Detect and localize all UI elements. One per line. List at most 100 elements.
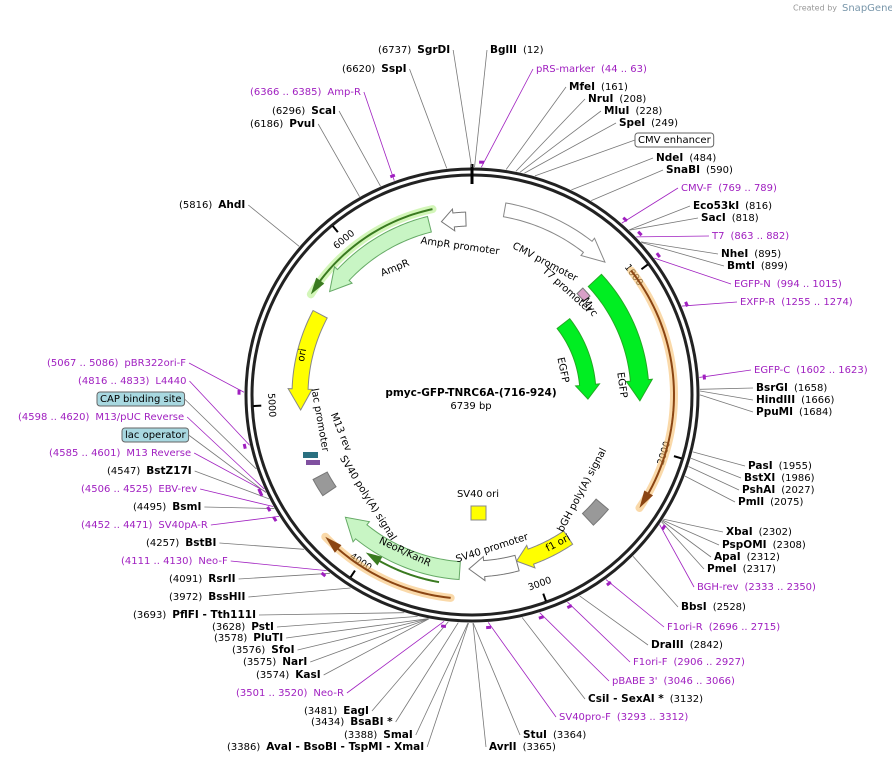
site-label: ApaI (2312): [714, 551, 780, 563]
site-label: (6620) SspI: [342, 63, 407, 75]
label-name: M13/pUC Reverse: [95, 412, 184, 423]
site-label: (5816) AhdI: [179, 199, 245, 211]
label-name: SspI: [381, 63, 406, 75]
primer-label: pBABE 3' (3046 .. 3066): [612, 676, 735, 687]
pointer-line: [641, 242, 725, 267]
label-position: (1684): [799, 407, 832, 418]
label-position: (4816 .. 4833): [78, 376, 150, 387]
feature-label: AmpR: [379, 258, 411, 279]
pointer-line: [699, 390, 754, 401]
label-position: (3046 .. 3066): [664, 676, 736, 687]
primer-label: (4506 .. 4525) EBV-rev: [81, 484, 197, 495]
site-label: AvrII (3365): [489, 741, 556, 753]
site-label: (4091) RsrII: [169, 573, 236, 585]
primer-label: (4585 .. 4601) M13 Reverse: [49, 448, 191, 459]
label-position: (12): [523, 45, 544, 56]
label-name: BsaBI *: [350, 716, 393, 728]
label-name: NdeI: [656, 152, 683, 164]
label-position: (2696 .. 2715): [709, 622, 781, 633]
label-position: (6620): [342, 64, 375, 75]
label-name: PasI: [748, 460, 773, 472]
label-position: (769 .. 789): [718, 183, 777, 194]
label-name: BbsI: [681, 601, 707, 613]
pointer-line: [310, 618, 429, 663]
pointer-line: [188, 434, 267, 493]
neor-line: [376, 558, 440, 584]
label-position: (5067 .. 5086): [47, 358, 119, 369]
pointer-line: [699, 369, 752, 378]
label-name: KasI: [295, 669, 320, 681]
label-position: (816): [745, 201, 772, 212]
pointer-line: [684, 475, 736, 503]
label-position: (3972): [169, 592, 202, 603]
primer-label: (4598 .. 4620) M13/pUC Reverse: [18, 412, 184, 423]
primer-label: (4452 .. 4471) SV40pA-R: [81, 520, 208, 531]
label-name: F1ori-R: [667, 622, 703, 633]
primer-label: CMV-F (769 .. 789): [681, 183, 777, 194]
neo-line: [334, 545, 451, 599]
feature-label: lac promoter: [309, 388, 331, 454]
label-name: DraIII: [651, 639, 684, 651]
label-name: BstXI: [744, 472, 775, 484]
pointer-line: [472, 622, 521, 736]
label-name: MfeI: [569, 81, 595, 93]
label-position: (994 .. 1015): [777, 279, 842, 290]
label-position: (4091): [169, 574, 202, 585]
pointer-line: [194, 470, 270, 500]
site-label: PmlI (2075): [738, 496, 804, 508]
pointer-line: [193, 452, 266, 492]
primer-mark: [566, 604, 573, 609]
label-name: NarI: [282, 656, 307, 668]
primer-label: BGH-rev (2333 .. 2350): [697, 582, 816, 593]
myc: [576, 287, 591, 302]
ampr-line-head: [310, 277, 325, 295]
label-position: (899): [761, 261, 788, 272]
pointer-line: [258, 612, 405, 616]
label-position: (1255 .. 1274): [781, 297, 853, 308]
lac-operator-mark: [306, 460, 320, 465]
label-position: (3481): [304, 706, 337, 717]
pointer-line: [248, 204, 300, 247]
primer-mark: [661, 524, 667, 531]
primer-mark: [257, 488, 263, 494]
ruler-label: 5000: [265, 393, 277, 418]
sv40-polya: [312, 471, 337, 497]
site-label: BbsI (2528): [681, 601, 746, 613]
label-name: Eco53kI: [693, 200, 739, 212]
label-name: Neo-R: [313, 688, 344, 699]
pointer-line: [659, 524, 695, 588]
label-position: (4452 .. 4471): [81, 520, 153, 531]
site-label: (3481) EagI: [304, 705, 369, 717]
pointer-line: [248, 587, 351, 598]
label-name: AvaI - BsoBI - TspMI - XmaI: [266, 741, 424, 753]
pointer-line: [297, 618, 429, 651]
label-position: (249): [651, 118, 678, 129]
label-position: (484): [689, 153, 716, 164]
label-name: BsrGI: [756, 382, 788, 394]
label-position: (2075): [770, 497, 803, 508]
primer-mark: [440, 624, 447, 629]
label-name: PmlI: [738, 496, 764, 508]
pointer-line: [230, 560, 327, 572]
label-position: (6737): [378, 45, 411, 56]
label-position: (4257): [146, 538, 179, 549]
bgh-polya: [581, 498, 610, 526]
label-name: HindIII: [756, 394, 795, 406]
pointer-line: [480, 68, 534, 168]
pointer-line: [621, 187, 679, 224]
label-name: BGH-rev: [697, 582, 739, 593]
site-label: (3693) PflFI - Tth111I: [133, 609, 256, 621]
pointer-line: [519, 110, 602, 173]
feature-label: M13 rev: [328, 411, 353, 453]
pointer-line: [415, 622, 469, 736]
label-position: (6296): [272, 106, 305, 117]
pointer-line: [487, 622, 557, 718]
label-name: CMV-F: [681, 183, 712, 194]
pointer-line: [661, 521, 705, 570]
ruler-label: 3000: [527, 575, 553, 594]
pointer-line: [636, 235, 710, 238]
site-label: (6737) SgrDI: [378, 44, 450, 56]
label-name: BsmI: [172, 501, 201, 513]
pointer-line: [629, 217, 699, 231]
label-name: MluI: [604, 105, 629, 117]
